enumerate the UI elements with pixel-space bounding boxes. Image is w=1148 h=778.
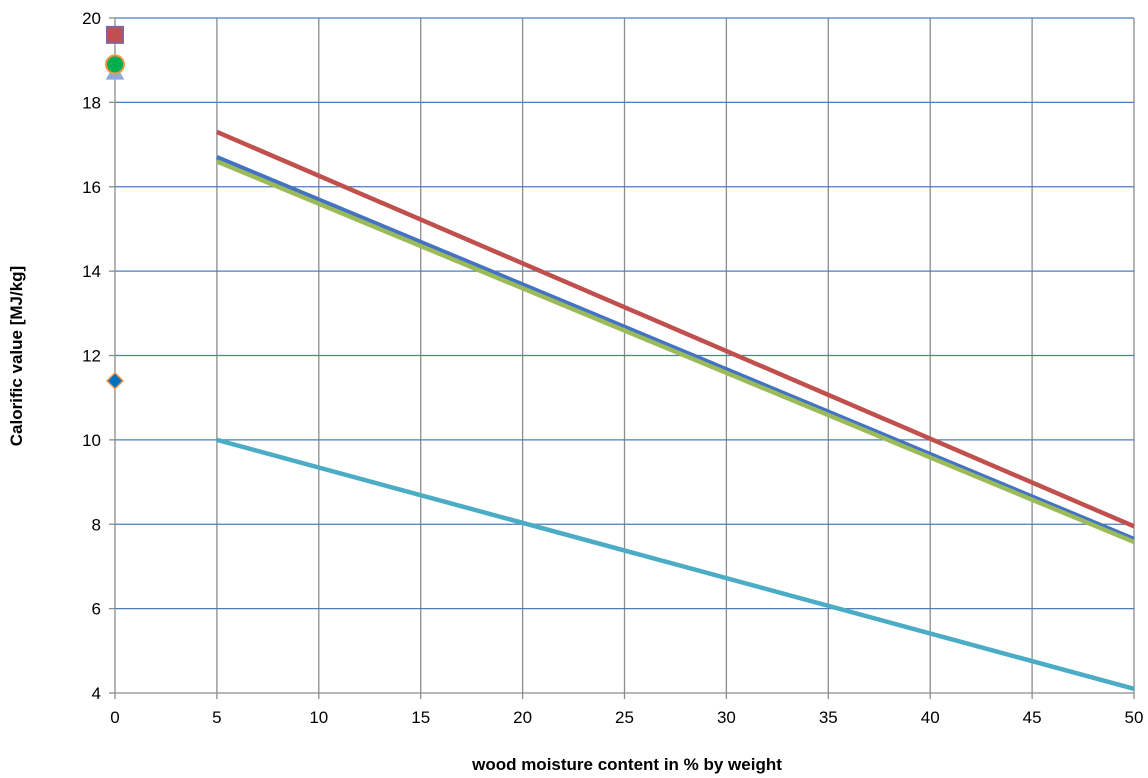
series-line — [216, 155, 1135, 542]
x-tick-label: 20 — [513, 708, 532, 727]
y-tick-label: 8 — [92, 515, 101, 534]
series-line — [216, 437, 1135, 691]
y-tick-label: 18 — [82, 93, 101, 112]
y-tick-labels: 4 6 8 10 12 14 16 18 20 — [82, 9, 101, 703]
y-tick-label: 16 — [82, 178, 101, 197]
y-tick-label: 14 — [82, 262, 101, 281]
x-tick-label: 15 — [411, 708, 430, 727]
y-tick-label: 4 — [92, 684, 101, 703]
data-point-marker — [106, 25, 124, 44]
x-tick-label: 25 — [615, 708, 634, 727]
series-line — [216, 129, 1135, 529]
y-tick-label: 12 — [82, 347, 101, 366]
y-tick-label: 6 — [92, 600, 101, 619]
y-tick-label: 20 — [82, 9, 101, 28]
x-tick-label: 40 — [921, 708, 940, 727]
x-tick-label: 45 — [1023, 708, 1042, 727]
axes — [109, 17, 1135, 699]
x-tick-label: 0 — [110, 708, 119, 727]
data-point-marker — [105, 371, 125, 390]
x-axis-title: wood moisture content in % by weight — [471, 755, 782, 774]
x-tick-label: 10 — [309, 708, 328, 727]
point-markers — [105, 25, 125, 390]
x-tick-label: 50 — [1125, 708, 1144, 727]
gridlines — [115, 17, 1135, 693]
y-axis-title: Calorific value [MJ/kg] — [7, 266, 26, 446]
data-point-marker — [105, 54, 125, 75]
x-tick-label: 30 — [717, 708, 736, 727]
y-tick-label: 10 — [82, 431, 101, 450]
x-tick-label: 35 — [819, 708, 838, 727]
series-lines — [216, 129, 1135, 691]
x-tick-label: 5 — [212, 708, 221, 727]
x-tick-labels: 0 5 10 15 20 25 30 35 40 45 50 — [110, 708, 1143, 727]
series-line — [216, 159, 1135, 545]
